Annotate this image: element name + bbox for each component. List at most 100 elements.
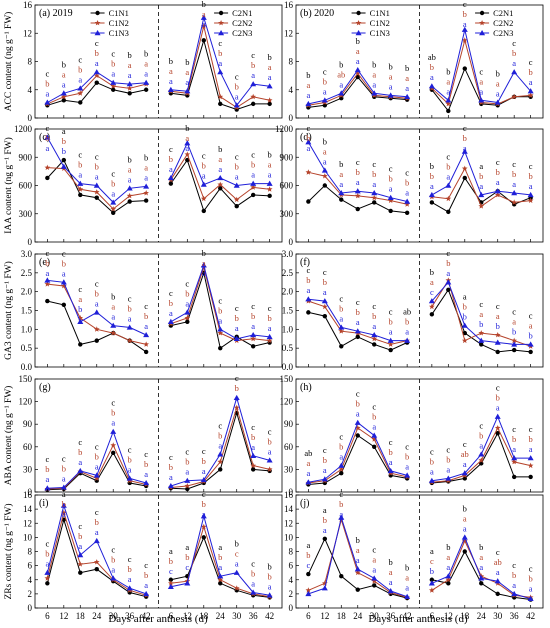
- sig-letter: a: [218, 440, 222, 450]
- sig-letter: b: [45, 464, 49, 474]
- sig-letter: c: [78, 150, 82, 160]
- sig-letter: b: [372, 311, 376, 321]
- point-right-N1: [250, 344, 256, 349]
- sig-letter: a: [339, 169, 343, 179]
- point-left-N3: [387, 467, 394, 474]
- point-right-N3: [511, 455, 518, 461]
- sig-letter: a: [62, 69, 66, 79]
- sig-letter: c: [144, 301, 148, 311]
- sig-letter: b: [356, 36, 360, 46]
- sig-letter: b: [479, 319, 483, 329]
- point-left-N3: [305, 100, 312, 107]
- y-tick-label: 2.0: [282, 287, 294, 297]
- sig-letter: a: [389, 81, 393, 91]
- point-right-N3: [217, 326, 224, 332]
- point-left-N1: [306, 199, 311, 204]
- sig-letter: c: [45, 123, 49, 133]
- point-left-N3: [143, 479, 150, 486]
- y-tick-label: 8: [28, 547, 33, 557]
- sig-letter: a: [144, 321, 148, 331]
- point-left-N2: [77, 90, 84, 96]
- point-left-N3: [77, 552, 84, 558]
- point-left-N1: [355, 334, 360, 340]
- point-right-N2: [445, 100, 452, 107]
- sig-letter: a: [306, 540, 310, 550]
- point-left-N2: [404, 201, 410, 207]
- y-tick-label: 0.5: [21, 343, 33, 353]
- x-tick-label: 36: [510, 611, 520, 621]
- y-tick-label: 4: [28, 575, 33, 585]
- point-left-N2: [126, 85, 133, 91]
- point-right-N3: [478, 191, 485, 198]
- sig-letter: b: [268, 150, 272, 160]
- sig-letter: a: [446, 464, 450, 474]
- point-left-N2: [387, 197, 394, 203]
- sig-letter: b: [45, 258, 49, 268]
- point-right-N3: [266, 592, 273, 598]
- sig-letter: a: [268, 62, 272, 72]
- y-tick-label: 0.0: [282, 362, 294, 372]
- sig-letter: a: [218, 164, 222, 174]
- sig-letter: c: [202, 489, 206, 499]
- sig-letter: b: [62, 463, 66, 473]
- sig-letter: b: [339, 59, 343, 69]
- sig-letter: b: [339, 442, 343, 452]
- sig-letter: a: [169, 472, 173, 482]
- point-left-N2: [322, 580, 328, 586]
- point-right-N2: [250, 462, 256, 469]
- sig-letter: c: [95, 441, 99, 451]
- point-left-N2: [322, 173, 328, 179]
- x-tick-label: 18: [337, 611, 347, 621]
- point-right-N1: [495, 349, 500, 355]
- sig-letter: a: [479, 181, 483, 191]
- sig-letter: c: [78, 521, 82, 531]
- sig-letter: a: [323, 146, 327, 156]
- point-right-N2: [233, 196, 240, 203]
- y-tick-label: 2: [289, 589, 294, 599]
- point-right-N3: [250, 180, 257, 186]
- point-right-N1: [495, 591, 500, 597]
- point-right-N3: [184, 309, 191, 315]
- sig-letter: b: [356, 535, 360, 545]
- sig-letter: a: [512, 580, 516, 590]
- sig-letter: b: [512, 570, 516, 580]
- point-right-N1: [429, 312, 435, 317]
- point-left-N3: [305, 139, 312, 145]
- sig-letter: b: [128, 454, 132, 464]
- point-right-N2: [478, 457, 485, 463]
- point-left-N2: [387, 341, 394, 347]
- point-left-N1: [78, 192, 83, 198]
- y-tick-label: 2: [28, 589, 33, 599]
- y-tick-label: 14: [23, 504, 33, 514]
- sig-letter: b: [251, 432, 255, 442]
- sig-letter: a: [446, 552, 450, 562]
- sig-letter: a: [405, 573, 409, 583]
- sig-letter: a: [185, 298, 189, 308]
- sig-letter: b: [169, 298, 173, 308]
- sig-letter: a: [496, 177, 500, 187]
- point-right-N3: [217, 451, 224, 457]
- x-tick-label: 6: [169, 611, 174, 621]
- point-right-N3: [250, 589, 257, 595]
- sig-letter: b: [111, 59, 115, 69]
- sig-letter: b: [430, 171, 434, 181]
- sig-letter: a: [405, 83, 409, 93]
- sig-letter: a: [323, 465, 327, 475]
- sig-letter: a: [62, 268, 66, 278]
- y-tick-label: 4: [28, 85, 33, 95]
- sig-letter: a: [463, 523, 467, 533]
- point-left-N3: [338, 514, 345, 520]
- sig-letter: b: [512, 434, 516, 444]
- sig-letter: a: [446, 86, 450, 96]
- point-right-N2: [461, 37, 468, 43]
- legend-label: C1N1: [370, 8, 390, 18]
- point-right-N1: [511, 474, 517, 480]
- sig-letter: c: [479, 66, 483, 76]
- point-right-N3: [461, 470, 468, 476]
- y-tick-label: 120: [19, 397, 33, 407]
- sig-letter: b: [268, 52, 272, 62]
- point-left-N2: [371, 436, 378, 442]
- y-tick-label: 30: [23, 464, 33, 474]
